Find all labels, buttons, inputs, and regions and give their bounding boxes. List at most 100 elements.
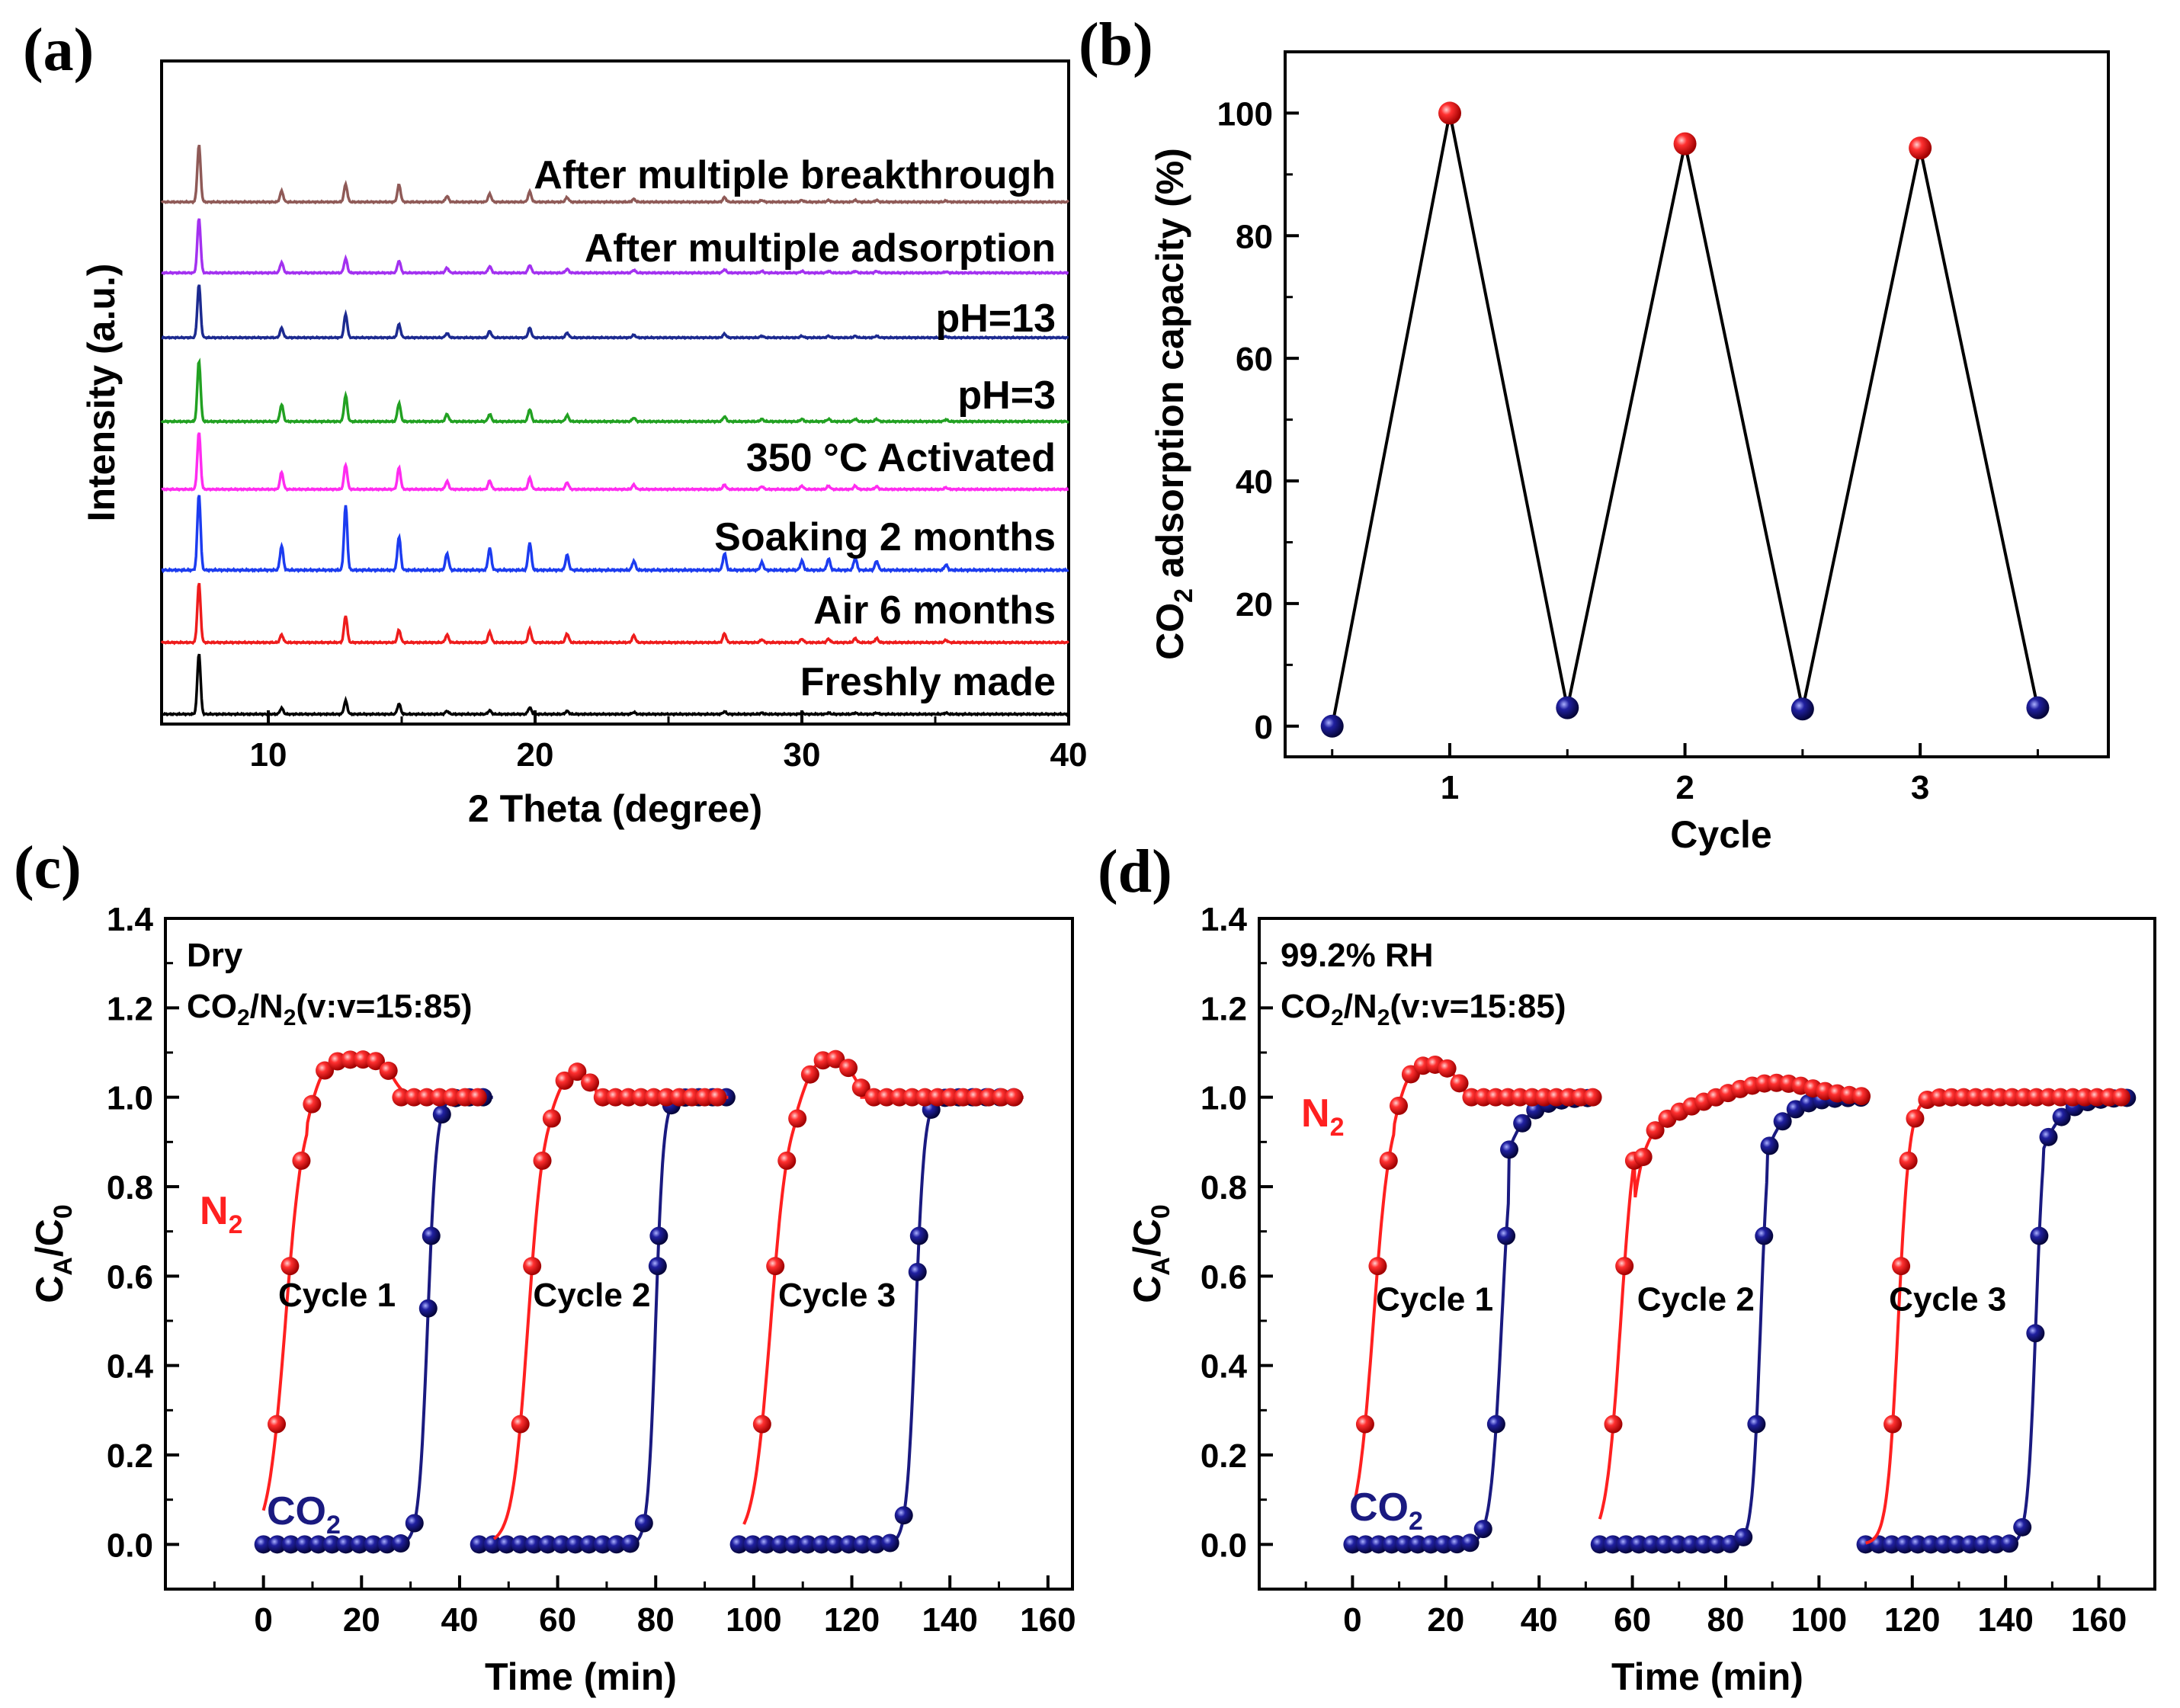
- xrd-x-axis-title: 2 Theta (degree): [468, 787, 762, 830]
- n2-point: [992, 1088, 1011, 1107]
- capacity-point: [1790, 697, 1814, 721]
- x-tick-label: 20: [517, 736, 554, 774]
- dry-ticks: 0 20 40 60 80 100 120 140 160 0.0 0.2 0.4 0.6 0.8 1.0 1…: [107, 901, 1076, 1639]
- capacity-point: [1438, 101, 1461, 125]
- co2-point: [826, 1535, 845, 1554]
- co2-point: [422, 1226, 441, 1245]
- n2-point: [1892, 1257, 1911, 1276]
- y-tick-label: 1.2: [1201, 990, 1247, 1027]
- capacity-plot-frame: [1284, 50, 2110, 758]
- n2-point: [606, 1088, 625, 1107]
- n2-point: [941, 1088, 960, 1107]
- y-tick-label: 60: [1236, 341, 1273, 378]
- co2-point: [867, 1535, 886, 1554]
- co2-point: [1486, 1415, 1505, 1434]
- n2-point: [631, 1088, 650, 1107]
- co2-point: [1382, 1535, 1401, 1554]
- co2-point: [1343, 1535, 1362, 1554]
- co2-point: [350, 1535, 369, 1554]
- y-tick-label: 100: [1217, 95, 1273, 133]
- n2-point: [341, 1050, 360, 1069]
- y-tick-label: 1.4: [1201, 901, 1248, 938]
- co2-point: [566, 1535, 585, 1554]
- x-tick-label: 140: [922, 1601, 977, 1639]
- co2-point: [1760, 1136, 1779, 1155]
- xrd-trace-labels: Freshly made Air 6 months Soaking 2 months…: [534, 153, 1056, 704]
- co2-point: [322, 1535, 341, 1554]
- n2-point: [915, 1088, 935, 1107]
- dry-plot-frame: [164, 917, 1074, 1591]
- x-tick-label: 100: [1791, 1601, 1847, 1639]
- n2-point: [1646, 1121, 1665, 1140]
- x-tick-label: 60: [1614, 1601, 1651, 1639]
- breakthrough-dry-chart: 0 20 40 60 80 100 120 140 160 0.0 0.2 0.4 0.6 0.8 1.0 1…: [28, 901, 1076, 1698]
- co2-point: [2030, 1226, 2049, 1245]
- y-tick-label: 0: [1255, 709, 1273, 746]
- n2-point: [268, 1415, 287, 1434]
- co2-point: [1603, 1535, 1622, 1554]
- dry-condition-label: Dry: [187, 937, 243, 974]
- n2-point: [392, 1088, 411, 1107]
- co2-point: [497, 1535, 516, 1554]
- n2-point: [366, 1052, 385, 1071]
- co2-point: [364, 1535, 383, 1554]
- humid-x-axis-title: Time (min): [1611, 1655, 1803, 1698]
- x-tick-label: 30: [784, 736, 821, 774]
- n2-point: [523, 1257, 542, 1276]
- y-tick-label: 80: [1236, 218, 1273, 255]
- x-tick-label: 80: [1707, 1601, 1745, 1639]
- co2-point: [1356, 1535, 1375, 1554]
- n2-point: [555, 1071, 574, 1090]
- co2-point: [1922, 1535, 1941, 1554]
- panel-label-a: (a): [23, 17, 94, 84]
- capacity-point: [1556, 696, 1579, 719]
- n2-point: [890, 1088, 909, 1107]
- xrd-trace-label: After multiple breakthrough: [534, 153, 1056, 197]
- panel-label-b: (b): [1079, 11, 1153, 79]
- co2-point: [729, 1535, 749, 1554]
- n2-point: [851, 1078, 870, 1098]
- n2-point: [430, 1088, 449, 1107]
- co2-curve: [479, 1095, 733, 1546]
- co2-point: [1707, 1535, 1726, 1554]
- co2-point: [648, 1257, 667, 1276]
- co2-point: [1909, 1535, 1928, 1554]
- co2-point: [309, 1535, 328, 1554]
- humid-ticks: 0 20 40 60 80 100 120 140 160 0.0 0.2 0.4 0.6 0.8 1.0 1…: [1201, 901, 2127, 1639]
- x-tick-label: 80: [637, 1601, 675, 1639]
- capacity-ticks: 1 2 3 0 20 40 60 80 100: [1217, 95, 2039, 806]
- dry-x-axis-title: Time (min): [485, 1655, 677, 1698]
- xrd-plot-frame: [160, 59, 1070, 726]
- y-tick-label: 0.8: [107, 1169, 153, 1206]
- co2-point: [2039, 1127, 2058, 1146]
- y-tick-label: 0.0: [107, 1527, 153, 1564]
- n2-point: [292, 1151, 311, 1170]
- humid-n2-label: N2: [1301, 1091, 1344, 1142]
- n2-point: [468, 1088, 487, 1107]
- humid-condition-label: 99.2% RH: [1281, 937, 1434, 974]
- co2-point: [1681, 1535, 1701, 1554]
- xrd-trace: [161, 653, 1069, 717]
- capacity-point: [2026, 696, 2050, 719]
- x-tick-label: 100: [726, 1601, 781, 1639]
- humid-cycle-labels: Cycle 1 Cycle 2 Cycle 3: [1376, 1281, 2006, 1319]
- n2-point: [839, 1059, 858, 1078]
- co2-point: [1497, 1226, 1516, 1245]
- co2-point: [2052, 1107, 2071, 1126]
- x-tick-label: 140: [1977, 1601, 2033, 1639]
- co2-point: [418, 1299, 438, 1318]
- xrd-trace: [161, 495, 1069, 574]
- xrd-trace: [160, 357, 1070, 425]
- co2-point: [853, 1535, 872, 1554]
- co2-point: [1948, 1535, 1967, 1554]
- co2-point: [1369, 1535, 1388, 1554]
- capacity-y-axis-title: CO2 adsorption capacity (%): [1149, 148, 1198, 660]
- co2-point: [524, 1535, 543, 1554]
- x-tick-label: 40: [1521, 1601, 1558, 1639]
- x-tick-label: 120: [824, 1601, 880, 1639]
- y-tick-label: 1.2: [107, 990, 153, 1027]
- x-tick-label: 20: [343, 1601, 380, 1639]
- humid-series: [1343, 1055, 2137, 1554]
- co2-point: [432, 1105, 451, 1124]
- co2-point: [1973, 1535, 1992, 1554]
